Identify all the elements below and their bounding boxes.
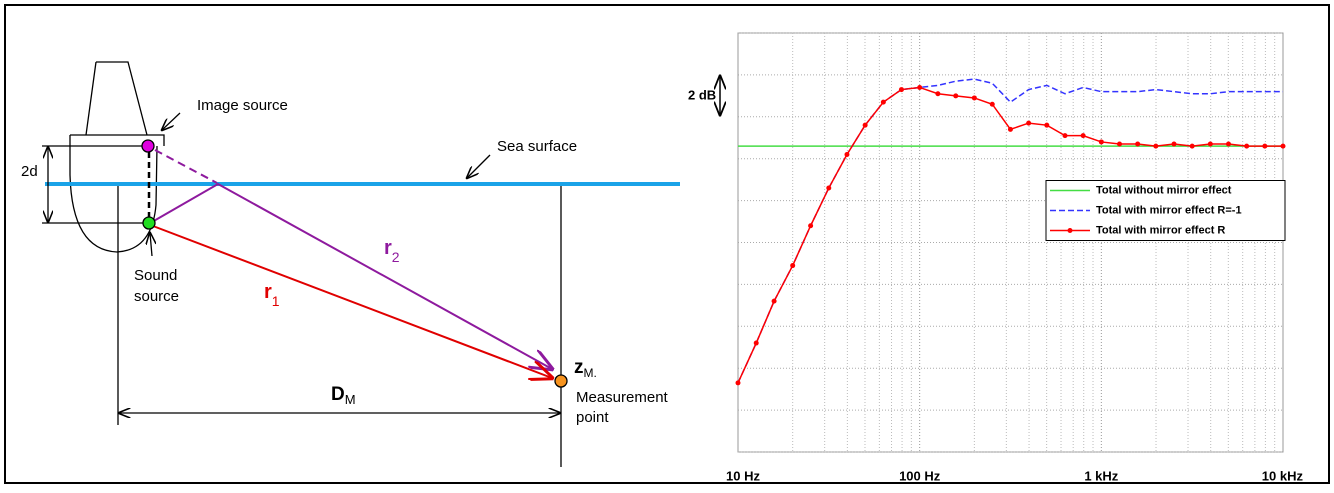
label-main: r <box>264 281 272 303</box>
reflected-path <box>152 184 552 369</box>
legend-label: Total with mirror effect R <box>1096 224 1225 236</box>
data-point <box>754 341 759 346</box>
data-point <box>808 223 813 228</box>
data-point <box>826 186 831 191</box>
label: Image source <box>197 97 288 114</box>
label: r2 <box>384 237 400 264</box>
legend-label: Total without mirror effect <box>1096 184 1232 196</box>
data-point <box>1153 144 1158 149</box>
data-point <box>881 100 886 105</box>
data-point <box>899 87 904 92</box>
legend: Total without mirror effect Total with mi… <box>1046 181 1285 241</box>
figure: Image source Sea surface 2d Sound source… <box>0 0 1334 488</box>
label: point <box>576 409 609 426</box>
annotation: 2 dB <box>688 87 716 102</box>
x-tick-label: 10 kHz <box>1262 468 1304 483</box>
data-point <box>1190 144 1195 149</box>
label-main: r <box>384 237 392 259</box>
data-point <box>1135 142 1140 147</box>
x-tick-label: 100 Hz <box>899 468 941 483</box>
sound-source <box>143 217 155 229</box>
data-point <box>1281 144 1286 149</box>
data-point <box>972 95 977 100</box>
label-main: z <box>574 357 584 378</box>
data-point <box>1099 139 1104 144</box>
x-tick-label: 1 kHz <box>1084 468 1118 483</box>
direct-path <box>153 226 552 378</box>
data-point <box>863 123 868 128</box>
label-sub: M. <box>584 366 597 380</box>
data-point <box>1026 121 1031 126</box>
data-point <box>1208 142 1213 147</box>
data-point <box>935 91 940 96</box>
label-sub: 1 <box>272 293 280 309</box>
data-point <box>772 299 777 304</box>
data-point <box>736 380 741 385</box>
data-point <box>1008 127 1013 132</box>
x-tick-label: 10 Hz <box>726 468 760 483</box>
page: Image source Sea surface 2d Sound source… <box>0 0 1334 493</box>
label-main: D <box>331 384 345 405</box>
hull-top <box>86 62 147 135</box>
diagram <box>42 62 680 467</box>
data-point <box>1226 142 1231 147</box>
data-point <box>790 263 795 268</box>
data-point <box>1081 133 1086 138</box>
pointer <box>150 233 152 256</box>
data-point <box>1172 142 1177 147</box>
data-point <box>953 93 958 98</box>
label: r1 <box>264 281 280 308</box>
label: DM <box>331 384 356 407</box>
data-point <box>844 152 849 157</box>
data-point <box>917 85 922 90</box>
label: Sound <box>134 267 177 284</box>
label: Measurement <box>576 389 669 406</box>
data-point <box>1244 144 1249 149</box>
chart: 2 dB 10 Hz 100 Hz 1 kHz 10 kHz Total without… <box>688 33 1303 483</box>
data-point <box>1063 133 1068 138</box>
pointer <box>162 113 180 130</box>
label: source <box>134 288 179 305</box>
data-point <box>1117 142 1122 147</box>
data-point <box>1044 123 1049 128</box>
image-path <box>155 150 217 183</box>
label: Sea surface <box>497 138 577 155</box>
legend-marker <box>1068 228 1073 233</box>
label: zM. <box>574 357 597 380</box>
label-sub: M <box>345 392 356 407</box>
measurement-point <box>555 375 567 387</box>
legend-label: Total with mirror effect R=-1 <box>1096 204 1242 216</box>
data-point <box>1262 144 1267 149</box>
label: 2d <box>21 163 38 180</box>
data-point <box>990 102 995 107</box>
label-sub: 2 <box>392 249 400 265</box>
pointer <box>467 155 490 178</box>
image-source <box>142 140 154 152</box>
